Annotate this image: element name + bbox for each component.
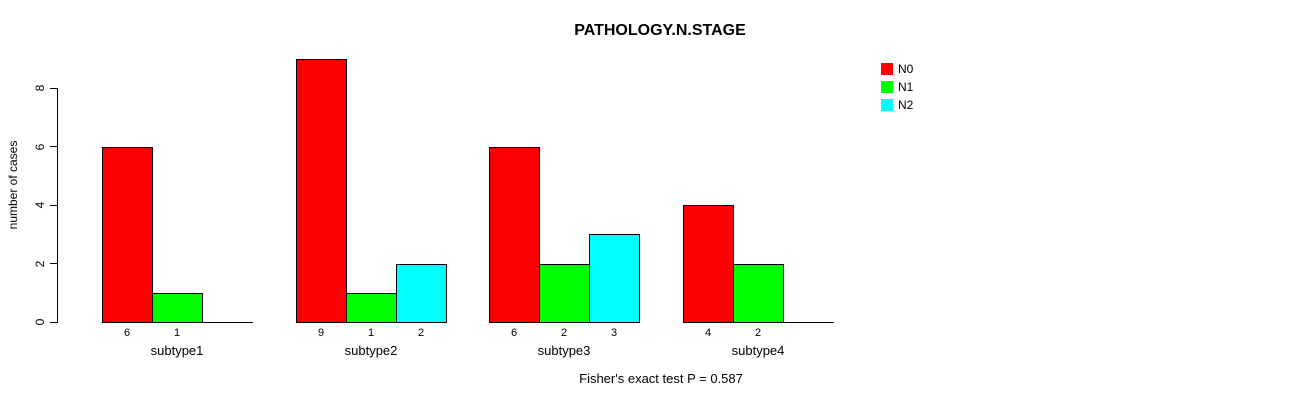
bar-subtype2-N2: [396, 263, 447, 323]
category-label-subtype2: subtype2: [344, 343, 398, 358]
legend-swatch-N2: [881, 99, 893, 111]
y-axis-line: [57, 88, 58, 323]
bar-value-label: 1: [367, 327, 375, 339]
bar-subtype2-N0: [296, 58, 347, 323]
legend-item-N1: N1: [881, 81, 913, 93]
bar-value-label: 3: [610, 327, 618, 339]
legend-label: N1: [898, 80, 914, 94]
legend-swatch-N0: [881, 63, 893, 75]
y-tick: [50, 87, 58, 89]
bar-value-label: 2: [754, 327, 762, 339]
group-baseline: [296, 322, 447, 323]
category-label-subtype4: subtype4: [731, 343, 785, 358]
bar-subtype2-N1: [346, 292, 397, 323]
bar-value-label: 6: [510, 327, 518, 339]
bar-value-label: 6: [123, 327, 131, 339]
y-tick-label: 0: [33, 318, 47, 326]
legend-item-N2: N2: [881, 99, 913, 111]
bar-subtype4-N0: [683, 205, 734, 323]
bar-subtype3-N1: [539, 263, 590, 323]
bar-subtype3-N2: [589, 234, 640, 323]
y-tick: [50, 321, 58, 323]
chart-title: PATHOLOGY.N.STAGE: [574, 22, 746, 39]
group-baseline: [683, 322, 834, 323]
bar-subtype1-N1: [152, 292, 203, 323]
legend-item-N0: N0: [881, 63, 913, 75]
y-tick: [50, 204, 58, 206]
y-axis-label: number of cases: [6, 140, 20, 230]
legend-label: N0: [898, 62, 914, 76]
statistical-test-note: Fisher's exact test P = 0.587: [579, 371, 743, 386]
bar-value-label: 2: [560, 327, 568, 339]
bar-value-label: 1: [173, 327, 181, 339]
category-label-subtype3: subtype3: [537, 343, 591, 358]
legend: N0 N1 N2: [881, 63, 913, 117]
bar-subtype1-N0: [102, 146, 153, 323]
category-label-subtype1: subtype1: [150, 343, 204, 358]
bar-value-label: 9: [317, 327, 325, 339]
legend-swatch-N1: [881, 81, 893, 93]
bar-subtype3-N0: [489, 146, 540, 323]
group-baseline: [489, 322, 640, 323]
y-tick: [50, 146, 58, 147]
y-tick: [50, 263, 58, 264]
y-tick-label: 4: [33, 201, 47, 209]
bar-value-label: 4: [704, 327, 712, 339]
y-tick-label: 2: [33, 260, 47, 267]
bar-subtype4-N1: [733, 263, 784, 323]
y-tick-label: 8: [33, 84, 47, 92]
group-baseline: [102, 322, 253, 323]
y-tick-label: 6: [33, 143, 47, 150]
legend-label: N2: [898, 98, 914, 112]
bar-value-label: 2: [417, 327, 425, 339]
